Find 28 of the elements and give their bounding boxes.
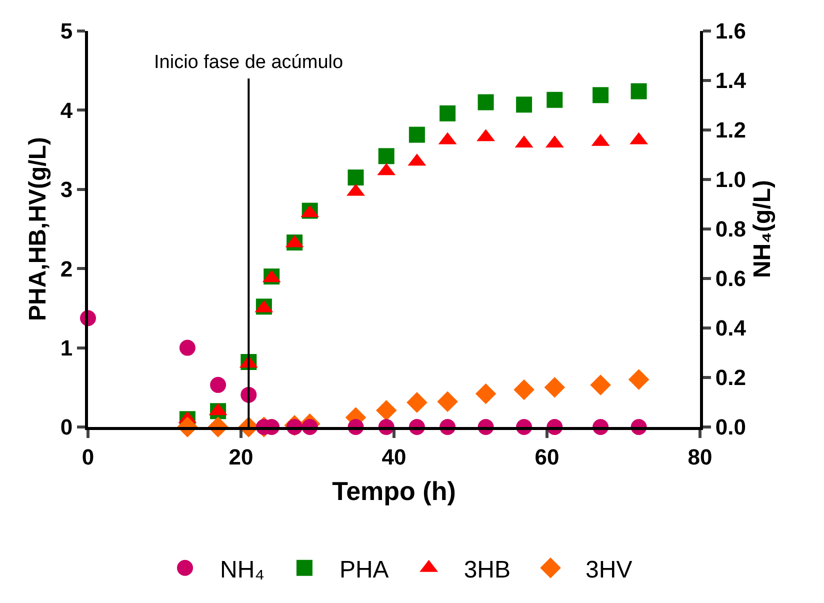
y2-tick-label: 0.6 xyxy=(715,266,746,292)
legend-label: PHA xyxy=(339,556,389,584)
x-tick-label: 40 xyxy=(382,444,406,470)
x-axis-title: Tempo (h) xyxy=(332,476,456,506)
y-tick-label: 1 xyxy=(60,336,73,360)
y-tick-label: 4 xyxy=(60,98,74,123)
y2-tick-label: 1.4 xyxy=(715,68,747,94)
y2-tick-label: 0.4 xyxy=(715,316,747,341)
x-tick-label: 0 xyxy=(82,444,94,470)
y-tick-label: 3 xyxy=(60,177,73,202)
y2-tick-label: 1.0 xyxy=(715,167,746,192)
ref-line-label: Inicio fase de acúmulo xyxy=(154,52,344,73)
legend-label: 3HV xyxy=(586,556,632,584)
y2-tick-label: 0.8 xyxy=(715,216,746,242)
y-axis-title: PHA,HB,HV(g/L) xyxy=(24,137,52,321)
x-tick-label: 20 xyxy=(228,444,254,470)
x-tick-label: 60 xyxy=(534,444,560,470)
x-tick-label: 80 xyxy=(688,444,712,470)
legend-label: 3HB xyxy=(464,556,511,584)
y2-tick-label: 1.2 xyxy=(715,118,746,143)
y2-tick-label: 0.2 xyxy=(715,365,746,390)
y-tick-label: 2 xyxy=(60,256,73,282)
y2-tick-label: 1.6 xyxy=(715,18,746,44)
y2-axis-title: NH₄(g/L) xyxy=(749,180,776,278)
y2-tick-label: 0.0 xyxy=(715,414,746,440)
y-tick-label: 5 xyxy=(60,18,73,44)
legend-label: NH₄ xyxy=(220,556,264,584)
y-tick-label: 0 xyxy=(60,414,73,440)
